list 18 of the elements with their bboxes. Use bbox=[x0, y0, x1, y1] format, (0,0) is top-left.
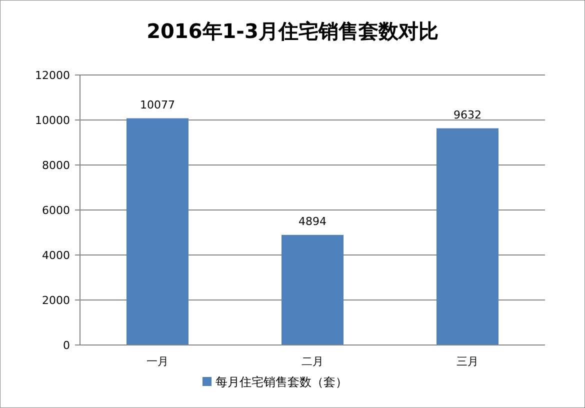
data-label: 10077 bbox=[140, 98, 175, 112]
y-tick-label: 10000 bbox=[35, 114, 70, 127]
y-tick-label: 6000 bbox=[42, 204, 70, 217]
x-tick-label: 一月 bbox=[146, 355, 168, 368]
bar bbox=[282, 234, 344, 345]
y-tick-label: 2000 bbox=[42, 294, 70, 307]
legend-label: 每月住宅销售套数（套） bbox=[216, 375, 348, 389]
bar bbox=[126, 118, 188, 345]
y-tick-label: 4000 bbox=[42, 248, 70, 262]
x-tick-label: 二月 bbox=[302, 355, 324, 368]
chart-title: 2016年1-3月住宅销售套数对比 bbox=[146, 19, 438, 43]
y-tick-label: 0 bbox=[63, 338, 70, 352]
x-tick-label: 三月 bbox=[456, 355, 478, 368]
bar bbox=[436, 128, 498, 345]
data-label: 4894 bbox=[298, 214, 326, 228]
y-tick-label: 12000 bbox=[35, 68, 70, 82]
data-label: 9632 bbox=[454, 108, 482, 122]
y-tick-label: 8000 bbox=[42, 158, 70, 172]
